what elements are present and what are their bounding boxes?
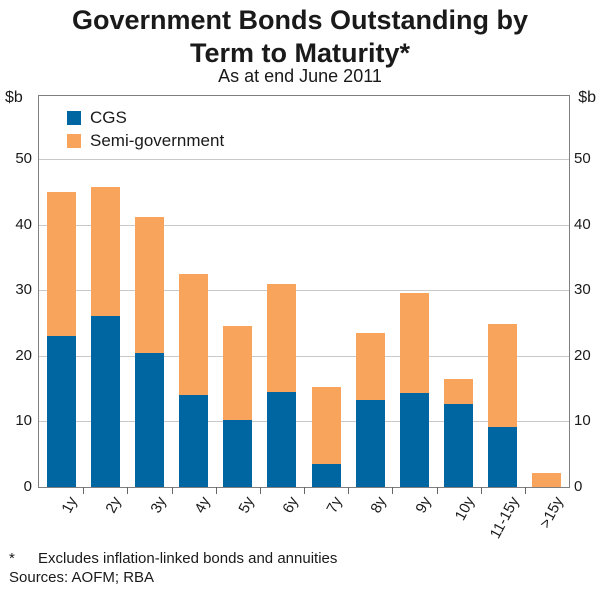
- bar->15y-semi-government: [532, 472, 562, 487]
- footnote-text: Excludes inflation-linked bonds and annu…: [38, 550, 338, 567]
- bar-8y-cgs: [355, 400, 385, 487]
- bar-3y-cgs: [134, 352, 164, 487]
- chart-title-line1: Government Bonds Outstanding by: [71, 5, 529, 35]
- x-label-4y: 4y: [191, 494, 214, 516]
- y-label-left-30: 30: [15, 281, 32, 299]
- y-label-right-20: 20: [574, 346, 591, 364]
- legend-swatch-semi-government: [67, 133, 81, 148]
- y-label-left-40: 40: [15, 215, 32, 233]
- legend-item-semi-government: Semi-government: [67, 132, 224, 149]
- y-label-left-0: 0: [23, 478, 32, 495]
- x-axis-tick: [215, 487, 217, 494]
- legend-label-semi-government: Semi-government: [90, 131, 225, 150]
- footnote-marker: *: [9, 550, 15, 567]
- x-label-1y: 1y: [58, 494, 82, 516]
- gridline-50: [39, 158, 569, 160]
- chart-subtitle: As at end June 2011: [218, 66, 382, 86]
- bar-1y-cgs: [46, 336, 76, 487]
- x-label-7y: 7y: [323, 494, 347, 516]
- y-label-right-10: 10: [574, 412, 591, 430]
- x-label-9y: 9y: [411, 494, 435, 516]
- footnote: * Excludes inflation-linked bonds and ann…: [9, 549, 337, 587]
- gridline-40: [39, 224, 569, 226]
- legend-item-cgs: CGS: [67, 109, 224, 126]
- y-label-left-20: 20: [15, 346, 32, 364]
- y-axis-unit-right: $b: [578, 89, 596, 106]
- gridline-10: [39, 421, 569, 423]
- x-label-2y: 2y: [102, 494, 126, 516]
- y-label-left-50: 50: [15, 149, 32, 167]
- chart-title-line2: Term to Maturity*: [189, 38, 411, 68]
- x-label-3y: 3y: [146, 494, 170, 516]
- bar-7y-cgs: [311, 464, 341, 487]
- legend: CGS Semi-government: [67, 109, 224, 149]
- y-axis-unit-left: $b: [5, 89, 23, 106]
- bar-5y-cgs: [223, 420, 253, 487]
- y-label-right-30: 30: [574, 281, 591, 299]
- x-label-8y: 8y: [367, 494, 391, 516]
- bar-5y-semi-government: [223, 326, 253, 421]
- bar-1y-semi-government: [46, 191, 76, 337]
- bar-2y-cgs: [90, 316, 120, 487]
- bar-11-15y-semi-government: [488, 324, 518, 427]
- gridline-20: [39, 355, 569, 357]
- gridline-30: [39, 290, 569, 292]
- x-axis-tick: [348, 487, 350, 494]
- y-label-right-50: 50: [574, 149, 591, 167]
- x-axis-tick: [304, 487, 305, 494]
- x-axis-tick: [127, 487, 129, 494]
- bar-3y-semi-government: [134, 216, 164, 353]
- x-label->15y: >15y: [536, 494, 567, 532]
- bar-8y-semi-government: [355, 332, 385, 401]
- bar-4y-semi-government: [179, 273, 209, 396]
- x-axis-tick: [524, 487, 526, 494]
- x-label-5y: 5y: [235, 494, 258, 516]
- bar-6y-semi-government: [267, 283, 297, 392]
- y-label-right-40: 40: [574, 215, 591, 233]
- chart-title: Government Bonds Outstanding by Term to …: [0, 4, 600, 70]
- bar-9y-semi-government: [399, 293, 429, 394]
- bar-11-15y-cgs: [488, 426, 518, 487]
- bar-10y-semi-government: [444, 378, 474, 405]
- x-label-10y: 10y: [452, 494, 479, 524]
- legend-swatch-cgs: [67, 110, 81, 125]
- x-axis-tick: [480, 487, 482, 494]
- footnote-line: * Excludes inflation-linked bonds and ann…: [9, 549, 337, 568]
- legend-label-cgs: CGS: [90, 108, 127, 127]
- plot-area: CGS Semi-government: [38, 95, 570, 494]
- x-axis-tick: [83, 487, 85, 494]
- bar-9y-cgs: [399, 393, 429, 487]
- bar-4y-cgs: [179, 395, 209, 487]
- bar-6y-cgs: [267, 391, 297, 487]
- bar-7y-semi-government: [311, 386, 341, 465]
- x-axis-tick: [392, 487, 394, 494]
- y-label-left-10: 10: [15, 412, 32, 430]
- x-axis-tick: [259, 487, 261, 494]
- bar-2y-semi-government: [90, 186, 120, 317]
- sources-line: Sources: AOFM; RBA: [9, 569, 155, 586]
- x-axis-tick: [171, 487, 173, 494]
- y-label-right-0: 0: [574, 478, 583, 495]
- x-axis-tick: [436, 487, 438, 494]
- x-label-6y: 6y: [279, 494, 302, 516]
- bar-10y-cgs: [444, 404, 474, 487]
- x-label-11-15y: 11-15y: [486, 494, 523, 542]
